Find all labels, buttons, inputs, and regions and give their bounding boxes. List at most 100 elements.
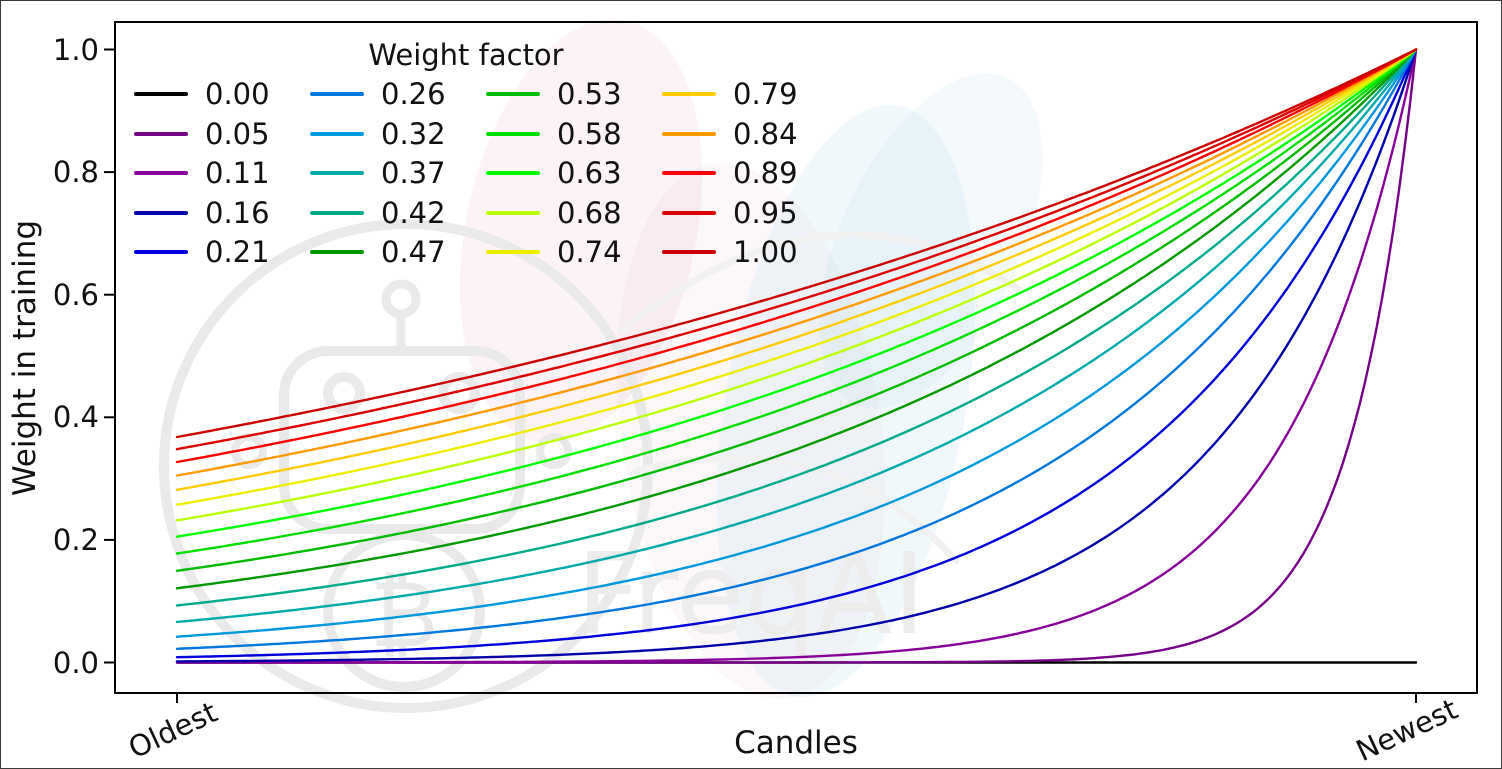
legend-swatch-0.68 <box>486 210 540 215</box>
watermark-leaf-pink-1 <box>459 19 703 443</box>
legend-item-label: 0.58 <box>557 116 622 151</box>
curve-weight-factor-0.68 <box>175 48 1418 522</box>
legend-item-label: 0.84 <box>733 116 798 151</box>
legend-swatch-0.37 <box>310 171 364 175</box>
watermark-logo-eye-right <box>438 372 480 414</box>
legend-swatch-0.58 <box>486 131 540 136</box>
watermark-logo-coin-circle <box>323 530 485 692</box>
legend-item-0.84: 0.84 <box>662 114 798 154</box>
curve-weight-factor-0.95 <box>175 48 1418 451</box>
curve-weight-factor-0.26 <box>175 48 1418 650</box>
legend-item-0.74: 0.74 <box>486 232 622 272</box>
legend-item-0.00: 0.00 <box>134 74 270 114</box>
legend-swatch-0.11 <box>134 171 188 175</box>
y-tick-label-0.4: 0.4 <box>52 400 99 435</box>
watermark-leaf-blue-1 <box>716 104 976 698</box>
legend-item-0.26: 0.26 <box>310 74 446 114</box>
curve-weight-factor-0.21 <box>175 48 1418 659</box>
legend-item-0.89: 0.89 <box>662 153 798 193</box>
curve-weight-factor-0.89 <box>175 48 1418 464</box>
legend-item-0.16: 0.16 <box>134 193 270 233</box>
legend-swatch-0.16 <box>134 210 188 215</box>
curve-weight-factor-0.47 <box>175 48 1418 590</box>
legend-item-label: 0.37 <box>381 156 446 190</box>
watermark-logo-ear-right <box>536 433 572 469</box>
legend-item-0.42: 0.42 <box>310 193 446 233</box>
curve-weight-factor-0.32 <box>175 48 1418 638</box>
curve-weight-factor-0.53 <box>175 48 1418 572</box>
legend-swatch-0.05 <box>134 131 188 136</box>
legend-swatch-0.00 <box>134 92 188 96</box>
legend-swatch-0.63 <box>486 171 540 175</box>
legend-item-label: 0.11 <box>205 156 270 190</box>
legend-item-label: 0.79 <box>733 77 798 111</box>
legend-item-label: 0.05 <box>205 116 270 151</box>
legend-swatch-1.00 <box>662 250 716 254</box>
legend: Weight factor 0.00 0.05 0.11 0.16 0.21 0.26 0.… <box>134 37 974 277</box>
curve-weight-factor-0.37 <box>175 48 1418 624</box>
legend-swatch-0.21 <box>134 250 188 254</box>
legend-swatch-0.26 <box>310 92 364 96</box>
legend-item-0.21: 0.21 <box>134 232 270 272</box>
legend-item-0.79: 0.79 <box>662 74 798 114</box>
watermark-logo-wing-top <box>617 231 1025 335</box>
y-axis-title: Weight in training <box>7 219 43 497</box>
legend-item-0.37: 0.37 <box>310 153 446 193</box>
y-tick-label-0.0: 0.0 <box>52 645 99 680</box>
legend-swatch-0.42 <box>310 210 364 215</box>
legend-item-label: 0.42 <box>381 195 446 230</box>
legend-item-label: 0.89 <box>733 156 798 190</box>
legend-item-label: 0.47 <box>381 235 446 269</box>
legend-swatch-0.89 <box>662 171 716 175</box>
legend-item-label: 0.68 <box>557 195 622 230</box>
y-tick-label-0.2: 0.2 <box>52 522 99 557</box>
y-tick-label-0.8: 0.8 <box>52 155 99 190</box>
legend-item-label: 0.16 <box>205 195 270 230</box>
legend-item-0.05: 0.05 <box>134 114 270 154</box>
legend-item-0.68: 0.68 <box>486 193 622 233</box>
legend-item-0.63: 0.63 <box>486 153 622 193</box>
y-tick-label-1.0: 1.0 <box>52 32 99 67</box>
y-tick-label-0.6: 0.6 <box>52 277 99 312</box>
curves-group <box>175 48 1418 664</box>
plot-border <box>114 21 1478 694</box>
legend-swatch-0.84 <box>662 131 716 136</box>
legend-swatch-0.74 <box>486 250 540 254</box>
legend-item-0.95: 0.95 <box>662 193 798 233</box>
legend-item-label: 0.00 <box>205 77 270 111</box>
legend-swatch-0.95 <box>662 210 716 215</box>
curve-weight-factor-0.84 <box>175 48 1418 477</box>
legend-item-label: 0.74 <box>557 235 622 269</box>
curve-weight-factor-0.16 <box>175 48 1418 663</box>
legend-item-label: 1.00 <box>733 235 798 269</box>
x-axis-title: Candles <box>734 725 858 761</box>
axes-group <box>104 21 1478 703</box>
legend-item-0.58: 0.58 <box>486 114 622 154</box>
legend-swatch-0.79 <box>662 92 716 96</box>
legend-swatch-0.53 <box>486 92 540 96</box>
legend-swatch-0.32 <box>310 131 364 136</box>
curve-weight-factor-1.00 <box>175 48 1418 439</box>
legend-title: Weight factor <box>368 38 564 72</box>
curve-weight-factor-0.42 <box>175 48 1418 607</box>
legend-item-label: 0.63 <box>557 156 622 190</box>
legend-item-label: 0.21 <box>205 235 270 269</box>
curve-weight-factor-0.79 <box>175 48 1418 491</box>
legend-item-0.32: 0.32 <box>310 114 446 154</box>
watermark-logo-eye-left <box>323 372 365 414</box>
legend-item-label: 0.26 <box>381 77 446 111</box>
legend-item-0.11: 0.11 <box>134 153 270 193</box>
curve-weight-factor-0.74 <box>175 48 1418 506</box>
legend-item-label: 0.53 <box>557 77 622 111</box>
legend-item-label: 0.32 <box>381 116 446 151</box>
curve-weight-factor-0.63 <box>175 48 1418 538</box>
legend-item-1.00: 1.00 <box>662 232 798 272</box>
watermark-logo-head <box>279 346 525 534</box>
curve-weight-factor-0.11 <box>175 48 1418 664</box>
legend-item-0.47: 0.47 <box>310 232 446 272</box>
legend-item-label: 0.95 <box>733 195 798 230</box>
curve-weight-factor-0.58 <box>175 48 1418 555</box>
legend-item-0.53: 0.53 <box>486 74 622 114</box>
